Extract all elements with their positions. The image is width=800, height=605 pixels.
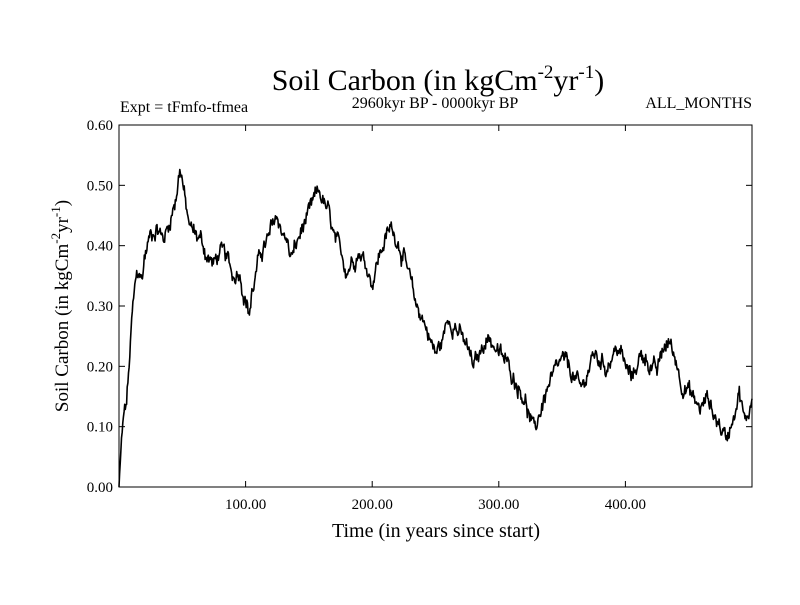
y-axis-label: Soil Carbon (in kgCm-2yr-1) [48, 200, 73, 412]
months-label: ALL_MONTHS [645, 95, 752, 112]
y-tick-label: 0.30 [87, 299, 113, 315]
x-axis-label: Time (in years since start) [332, 520, 540, 542]
y-tick-label: 0.60 [87, 118, 113, 134]
x-tick-label: 400.00 [605, 497, 646, 513]
y-tick-label: 0.50 [87, 178, 113, 194]
y-tick-label: 0.10 [87, 420, 113, 436]
experiment-label: Expt = tFmfo-tfmea [120, 99, 248, 116]
y-tick-label: 0.00 [87, 480, 113, 496]
plot-frame [118, 124, 753, 488]
chart-subtitle: 2960kyr BP - 0000kyr BP [352, 95, 519, 112]
y-tick-label: 0.20 [87, 359, 113, 375]
soil-carbon-line [118, 168, 753, 487]
x-tick-label: 200.00 [352, 497, 393, 513]
x-tick-label: 100.00 [225, 497, 266, 513]
x-tick-label: 300.00 [478, 497, 519, 513]
y-axis-ticks: 0.00 0.10 0.20 0.30 0.40 0.50 0.60 [87, 118, 752, 496]
chart-title: Soil Carbon (in kgCm-2yr-1) [272, 62, 605, 97]
y-tick-label: 0.40 [87, 239, 113, 255]
x-axis-ticks: 100.00 200.00 300.00 400.00 [225, 125, 646, 513]
